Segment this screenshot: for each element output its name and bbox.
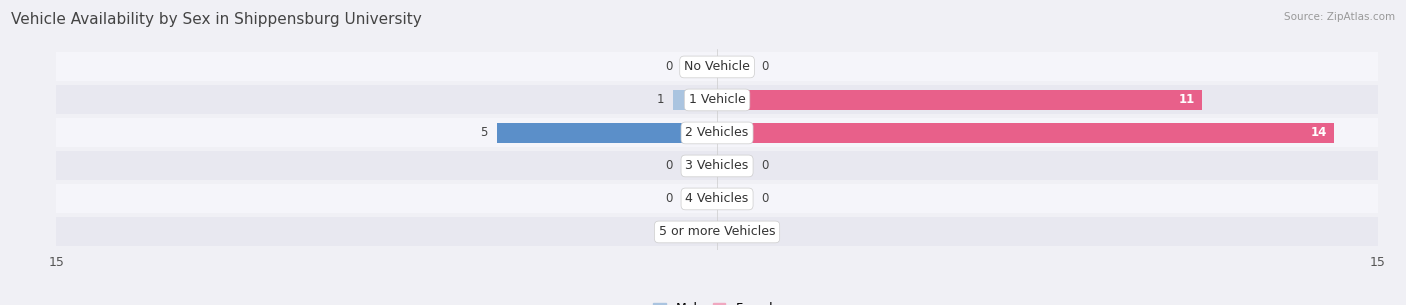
Bar	[56, 85, 1378, 114]
Text: Source: ZipAtlas.com: Source: ZipAtlas.com	[1284, 12, 1395, 22]
Text: 5: 5	[481, 127, 488, 139]
Bar	[717, 189, 752, 209]
Text: 1: 1	[657, 93, 664, 106]
Bar	[56, 118, 1378, 148]
Bar	[717, 156, 752, 176]
Text: 0: 0	[665, 192, 673, 206]
Bar	[717, 222, 752, 242]
Bar	[682, 57, 717, 77]
Text: 0: 0	[665, 225, 673, 239]
Bar	[717, 90, 1202, 110]
Bar	[496, 123, 717, 143]
Text: 5 or more Vehicles: 5 or more Vehicles	[659, 225, 775, 239]
Bar	[56, 52, 1378, 81]
Bar	[717, 57, 752, 77]
Text: 0: 0	[761, 225, 769, 239]
Text: No Vehicle: No Vehicle	[685, 60, 749, 74]
Text: 14: 14	[1310, 127, 1327, 139]
Text: 2 Vehicles: 2 Vehicles	[686, 127, 748, 139]
Text: 3 Vehicles: 3 Vehicles	[686, 160, 748, 172]
Bar	[682, 189, 717, 209]
Text: Vehicle Availability by Sex in Shippensburg University: Vehicle Availability by Sex in Shippensb…	[11, 12, 422, 27]
Text: 0: 0	[665, 160, 673, 172]
Bar	[56, 217, 1378, 246]
Bar	[673, 90, 717, 110]
Bar	[717, 123, 1334, 143]
Text: 0: 0	[761, 60, 769, 74]
Bar	[682, 156, 717, 176]
Text: 1 Vehicle: 1 Vehicle	[689, 93, 745, 106]
Text: 0: 0	[761, 160, 769, 172]
Text: 0: 0	[761, 192, 769, 206]
Bar	[682, 222, 717, 242]
Text: 11: 11	[1178, 93, 1195, 106]
Legend: Male, Female: Male, Female	[648, 297, 786, 305]
Text: 4 Vehicles: 4 Vehicles	[686, 192, 748, 206]
Bar	[56, 151, 1378, 181]
Bar	[56, 185, 1378, 214]
Text: 0: 0	[665, 60, 673, 74]
